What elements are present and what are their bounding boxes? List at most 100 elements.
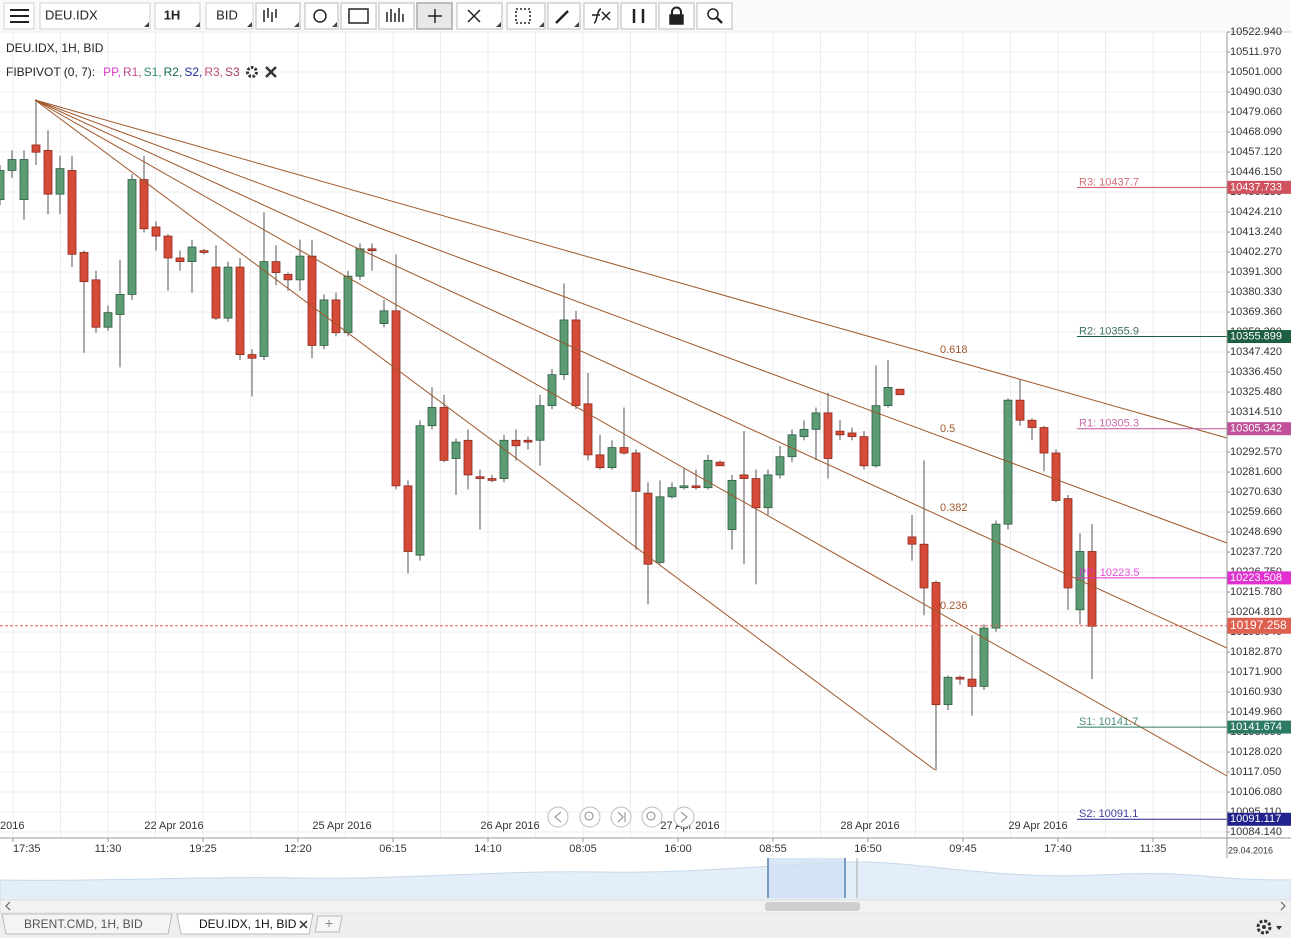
legend-level: S3 [225, 65, 240, 79]
y-tick-label: 10457.120 [1230, 146, 1282, 158]
button[interactable] [583, 2, 619, 30]
candle-body [211, 266, 221, 319]
x-end-label: 29.04.2016 [1228, 845, 1273, 855]
candle-body [991, 523, 1001, 629]
y-tick-label: 10369.360 [1230, 306, 1282, 318]
candle-body [943, 676, 953, 706]
settings-icon[interactable] [245, 65, 258, 78]
candle-body [343, 275, 353, 334]
period-button[interactable] [154, 2, 201, 30]
menu-button[interactable] [3, 2, 35, 30]
icon [386, 8, 404, 22]
scroll-thumb[interactable] [765, 902, 860, 911]
icon [1276, 926, 1282, 930]
candle-body [379, 310, 389, 324]
navigator-window[interactable] [768, 858, 845, 898]
y-tick-label: 10511.970 [1230, 46, 1281, 58]
pivot-label: S2: 10091.1 [1079, 808, 1138, 820]
overlay: 0.618 0.5 0.382 0.236 R3: 10437.7 10437.733 R2… [0, 176, 1291, 826]
candle-body [247, 354, 257, 359]
candle-body [127, 179, 137, 295]
pivot-price-box [1227, 180, 1291, 194]
candle-body [643, 492, 653, 565]
candle-body [571, 319, 581, 407]
side-button[interactable] [205, 2, 254, 30]
button[interactable] [304, 2, 339, 30]
icon [680, 811, 688, 823]
candle-body [199, 250, 209, 253]
candle-body [223, 266, 233, 319]
toolbar-icons [255, 2, 733, 30]
candle-body [691, 485, 701, 489]
icon [592, 8, 611, 24]
candle-body [139, 179, 149, 230]
y-tick-label: 10479.060 [1230, 106, 1282, 118]
candle-body [631, 452, 641, 492]
candle-body [583, 403, 593, 456]
fibonacci-fan [34, 99, 1228, 777]
pivot-price-box [1227, 330, 1291, 344]
button[interactable] [696, 2, 733, 30]
candle-body [655, 496, 665, 563]
nav-button[interactable] [673, 806, 695, 828]
dropdown-marks [144, 22, 579, 27]
y-tick-label: 10424.210 [1230, 206, 1282, 218]
x-date-label: 26 Apr 2016 [480, 820, 539, 832]
y-tick-label: 10259.660 [1230, 506, 1282, 518]
y-tick-label: 10468.090 [1230, 126, 1282, 138]
candle-body [907, 536, 917, 545]
tab[interactable] [176, 913, 314, 935]
candle-body [931, 582, 941, 706]
candle-body [427, 407, 437, 427]
candle-body [787, 434, 797, 458]
pivot-label: S1: 10141.7 [1079, 716, 1138, 728]
y-tick-label: 10182.870 [1230, 646, 1282, 658]
icon [584, 811, 594, 821]
candle-body [355, 248, 365, 277]
button[interactable] [506, 2, 546, 30]
button[interactable] [620, 2, 657, 30]
button[interactable] [340, 2, 377, 30]
y-tick-label: 10128.020 [1230, 746, 1282, 758]
candle-body [295, 255, 305, 281]
tab-close[interactable] [299, 920, 308, 929]
nav-button[interactable] [579, 806, 601, 828]
tab[interactable] [1, 913, 173, 935]
candle-body [415, 425, 425, 556]
y-tick-label: 10248.690 [1230, 526, 1282, 538]
pivot-price-box [1227, 720, 1291, 734]
x-time-label: 17:35 [13, 843, 41, 855]
side: BID [216, 7, 238, 22]
button[interactable] [456, 2, 503, 30]
close-icon[interactable] [264, 65, 277, 78]
icon [1262, 925, 1266, 929]
candle-body [163, 235, 173, 259]
nav-button[interactable] [610, 806, 632, 828]
button[interactable] [378, 2, 415, 30]
pivot-price: 10355.899 [1230, 330, 1282, 342]
chart-type-button[interactable] [255, 2, 301, 30]
y-tick-label: 10160.930 [1230, 686, 1282, 698]
settings-button[interactable] [1256, 919, 1282, 935]
icon [515, 8, 531, 24]
icon [348, 8, 369, 24]
instrument-input[interactable] [39, 2, 151, 30]
nav-button[interactable] [547, 806, 569, 828]
candle-body [91, 279, 101, 328]
candle-body [667, 487, 677, 498]
scroll-arrows[interactable] [5, 901, 1286, 911]
icon [707, 8, 719, 20]
candle-body [103, 312, 113, 328]
y-tick-label: 10413.240 [1230, 226, 1282, 238]
candle-body [799, 428, 809, 438]
candle-body [79, 252, 89, 283]
icon [1256, 919, 1272, 935]
candle-body [31, 144, 41, 153]
icon [496, 22, 501, 27]
y-tick-label: 10336.450 [1230, 366, 1282, 378]
last-price: 10197.258 [1230, 618, 1287, 632]
nav-button[interactable] [641, 806, 663, 828]
candle-body [235, 266, 245, 355]
